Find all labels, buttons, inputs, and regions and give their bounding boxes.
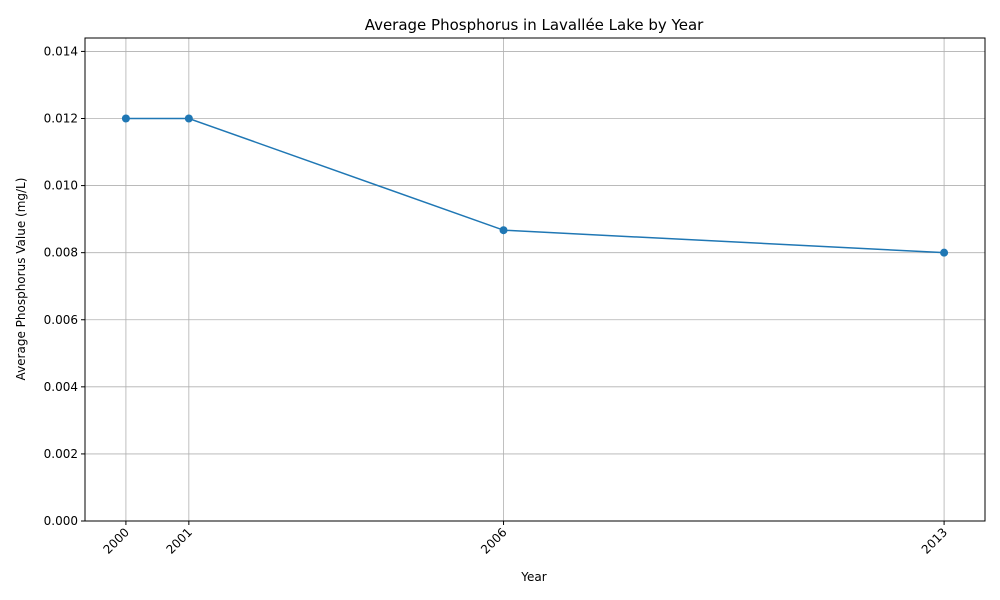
y-tick-label: 0.012 bbox=[44, 112, 78, 126]
series-line bbox=[125, 117, 945, 254]
data-point-2000 bbox=[121, 114, 130, 123]
y-tick-label: 0.014 bbox=[44, 44, 78, 58]
y-tick-label: 0.008 bbox=[44, 246, 78, 260]
y-tick-label: 0.002 bbox=[44, 447, 78, 461]
series-layer bbox=[121, 114, 949, 257]
y-tick-label: 0.000 bbox=[44, 514, 78, 528]
chart-title: Average Phosphorus in Lavallée Lake by Y… bbox=[365, 16, 704, 34]
y-tick-label: 0.004 bbox=[44, 380, 78, 394]
data-point-2013 bbox=[940, 248, 949, 257]
y-axis-label: Average Phosphorus Value (mg/L) bbox=[14, 178, 28, 381]
y-tick-label: 0.006 bbox=[44, 313, 78, 327]
data-point-2006 bbox=[499, 226, 508, 235]
data-point-2001 bbox=[184, 114, 193, 123]
y-tick-label: 0.010 bbox=[44, 179, 78, 193]
x-axis-label: Year bbox=[520, 570, 546, 584]
plot-frame bbox=[84, 37, 986, 522]
